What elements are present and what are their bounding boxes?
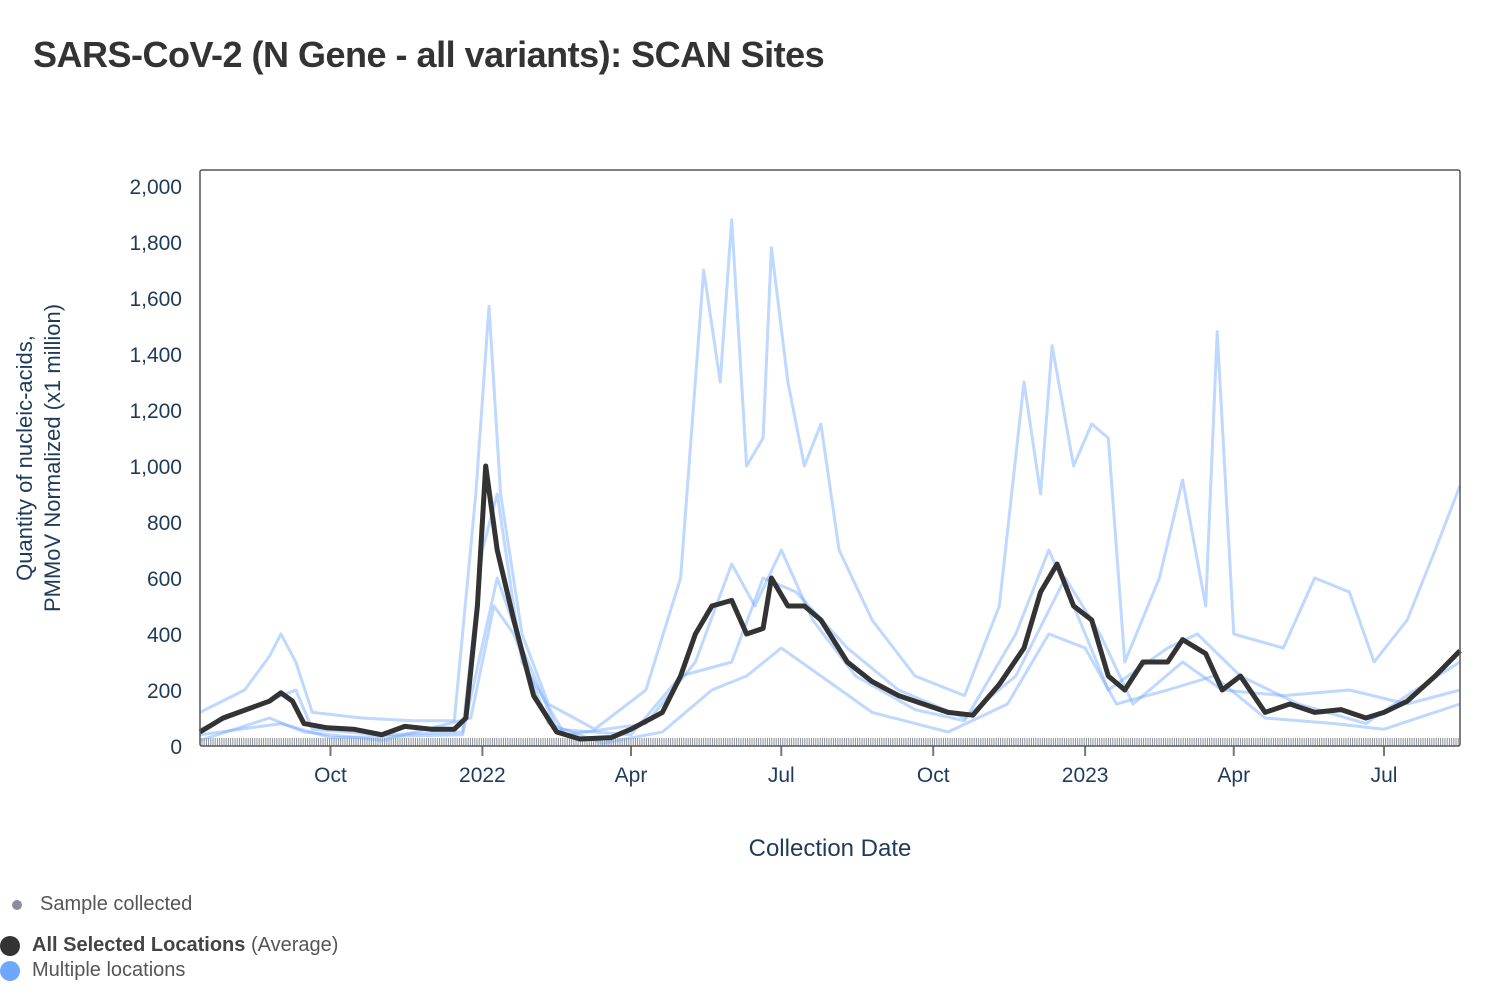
location-series-line — [199, 492, 1461, 737]
y-tick-label: 600 — [147, 568, 182, 591]
legend-average-label: All Selected Locations — [32, 934, 246, 956]
location-series-line — [199, 218, 1462, 731]
y-tick-label: 1,400 — [129, 344, 182, 367]
chart-title: SARS-CoV-2 (N Gene - all variants): SCAN… — [33, 34, 825, 75]
average-series-line — [198, 463, 1462, 742]
legend-locations-label: Multiple locations — [32, 959, 186, 981]
legend-average-suffix: (Average) — [250, 934, 339, 956]
x-tick-label: Apr — [615, 764, 648, 787]
sample-dot-icon — [12, 899, 22, 910]
x-tick-label: 2023 — [1062, 764, 1109, 787]
legend-average[interactable]: All Selected Locations (Average) — [0, 934, 338, 957]
location-series-line — [199, 604, 1461, 745]
y-axis-label-line1: Quantity of nucleic-acids, — [12, 335, 37, 581]
x-tick-label: Jul — [1371, 764, 1398, 787]
y-tick-label: 0 — [170, 736, 182, 759]
legend-locations[interactable]: Multiple locations — [0, 959, 185, 982]
locations-dot-icon — [0, 960, 20, 981]
y-axis-label-line2: PMMoV Normalized (x1 million) — [40, 304, 65, 612]
x-tick-label: Oct — [917, 764, 950, 787]
average-dot-icon — [0, 935, 20, 956]
legend-sample-label: Sample collected — [40, 893, 193, 915]
y-tick-label: 1,800 — [129, 232, 182, 255]
y-tick-label: 2,000 — [129, 176, 182, 199]
x-tick-label: Oct — [314, 764, 347, 787]
legend-sample[interactable]: Sample collected — [12, 893, 192, 916]
y-tick-label: 1,000 — [129, 456, 182, 479]
y-tick-label: 1,600 — [129, 288, 182, 311]
x-tick-label: 2022 — [459, 764, 506, 787]
y-tick-label: 800 — [147, 512, 182, 535]
x-axis-label: Collection Date — [749, 835, 912, 862]
location-series-line — [199, 576, 1461, 740]
plot-frame — [199, 169, 1461, 747]
y-tick-label: 400 — [147, 624, 182, 647]
sample-markers — [201, 738, 1459, 746]
y-tick-label: 1,200 — [129, 400, 182, 423]
y-tick-label: 200 — [147, 680, 182, 703]
x-tick-label: Apr — [1217, 764, 1250, 787]
x-tick-label: Jul — [768, 764, 795, 787]
